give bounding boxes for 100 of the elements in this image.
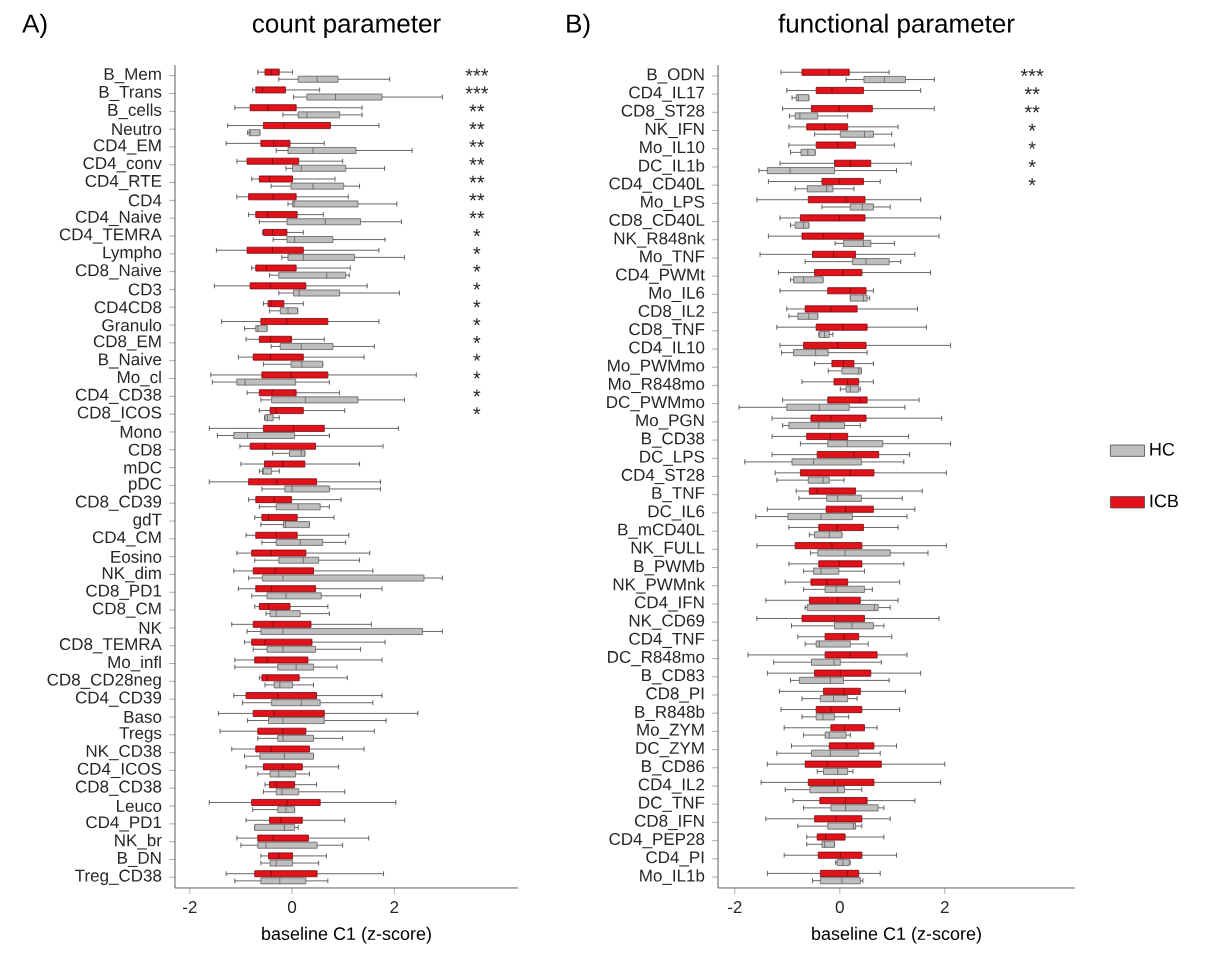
annotation: ** [1024, 105, 1040, 113]
y-tick-label: Mo_PWMmo [608, 359, 705, 375]
annotation: ** [469, 140, 485, 148]
y-tick-label: CD4_IL10 [629, 341, 705, 357]
y-tick-label: Mo_PGN [636, 414, 704, 430]
y-tick-label: B_Mem [104, 68, 161, 84]
x-tick-label: 2 [390, 901, 399, 913]
y-tick-label: Mo_ZYM [637, 723, 704, 739]
y-tick-label: CD4_CD38 [75, 388, 162, 404]
x-tick-label: -2 [728, 901, 742, 913]
y-tick-label: CD4_CD40L [609, 177, 705, 193]
x-tick-label: 2 [940, 901, 949, 913]
y-tick-label: Leuco [117, 800, 162, 812]
y-tick-label: B_R848b [635, 705, 705, 722]
y-tick-label: CD4_RTE [85, 174, 162, 191]
y-tick-label: Mo_TNF [640, 250, 705, 266]
y-tick-label: Mo_IL6 [649, 286, 705, 303]
y-tick-label: B_CD38 [642, 432, 705, 448]
annotation: ** [469, 104, 485, 112]
text: A) [22, 13, 47, 38]
y-tick-label: B_Naive [99, 352, 162, 369]
annotation: * [473, 229, 481, 237]
y-tick-label: CD8_PI [646, 687, 704, 703]
y-tick-label: NK_br [115, 833, 162, 850]
legend-label: ICB [1150, 494, 1178, 508]
annotation: * [473, 264, 481, 272]
y-tick-label: Mo_cl [117, 370, 161, 387]
x-tick-label: -2 [183, 901, 197, 913]
y-tick-label: Mo_IL1b [640, 869, 705, 885]
y-tick-label: CD4_PWMt [616, 268, 705, 284]
y-tick-label: Baso [124, 711, 162, 723]
annotation: ** [1024, 87, 1040, 95]
y-tick-label: CD4_Naive [75, 210, 162, 227]
annotation: * [473, 300, 481, 308]
y-tick-label: Tregs [119, 727, 162, 743]
y-tick-label: Lympho [103, 245, 162, 262]
y-tick-label: CD4_EM [93, 139, 161, 155]
y-tick-label: B_ODN [647, 68, 704, 84]
y-tick-label: CD8_ST28 [621, 104, 705, 120]
y-tick-label: CD4_IFN [634, 596, 704, 612]
annotation: * [473, 371, 481, 379]
chart-title: count parameter [252, 15, 441, 38]
x-tick-label: 0 [287, 901, 297, 914]
annotation: * [473, 353, 481, 361]
y-tick-label: B_Trans [99, 85, 162, 102]
y-tick-label: DC_ZYM [636, 741, 704, 758]
y-tick-label: CD8_Naive [75, 263, 162, 280]
y-tick-label: CD8_TNF [629, 323, 705, 339]
y-tick-label: NK_FULL [631, 541, 705, 557]
y-tick-label: Treg_CD38 [75, 869, 162, 885]
y-tick-label: CD8_CM [92, 602, 161, 618]
y-tick-label: Neutro [112, 123, 162, 136]
x-axis-title: baseline C1 (z-score) [262, 926, 431, 944]
y-tick-label: CD8_IL2 [638, 305, 705, 321]
y-tick-label: CD8_TEMRA [59, 638, 162, 654]
y-tick-label: DC_IL6 [648, 505, 705, 521]
y-tick-label: CD4_ICOS [77, 762, 162, 779]
y-tick-label: B_cells [108, 103, 162, 120]
y-tick-label: CD4_TNF [629, 632, 705, 648]
y-tick-label: pDC [129, 477, 162, 494]
annotation: * [1028, 160, 1036, 168]
legend-label: HC [1150, 442, 1175, 456]
annotation: ** [469, 122, 485, 130]
y-tick-label: Mo_infl [108, 655, 161, 672]
y-tick-label: CD4_CD39 [75, 691, 162, 707]
annotation: * [473, 282, 481, 290]
y-tick-label: DC_PWMmo [607, 396, 705, 412]
annotation: * [1028, 141, 1036, 149]
y-tick-label: CD8_IFN [634, 814, 704, 831]
y-tick-label: B_CD83 [642, 669, 705, 685]
x-axis-title: baseline C1 (z-score) [812, 926, 981, 944]
y-tick-label: NK_PWMnk [613, 577, 705, 594]
annotation: * [1028, 178, 1036, 186]
annotation: * [473, 335, 481, 344]
y-tick-label: NK_dim [102, 566, 161, 583]
y-tick-label: mDC [124, 461, 162, 474]
y-tick-label: CD4_PI [646, 851, 704, 867]
annotation: ** [469, 211, 485, 219]
y-tick-label: CD4_PEP28 [609, 833, 705, 849]
annotation: *** [1020, 69, 1044, 77]
annotation: * [473, 389, 481, 397]
annotation: ** [469, 193, 485, 201]
y-tick-label: Mo_LPS [641, 195, 705, 211]
y-tick-label: NK_IFN [645, 122, 704, 139]
text: B) [567, 13, 590, 38]
annotation: * [473, 407, 481, 415]
y-tick-label: B_TNF [652, 487, 705, 503]
y-tick-label: CD8_CD40L [609, 213, 705, 230]
chart-title: functional parameter [778, 13, 1015, 38]
y-tick-label: Eosino [111, 550, 162, 563]
annotation: * [1028, 123, 1036, 131]
y-tick-label: DC_TNF [639, 796, 705, 812]
y-tick-label: Mo_R848mo [608, 377, 705, 394]
annotation: *** [465, 86, 489, 94]
y-tick-label: CD8_ICOS [77, 406, 162, 422]
y-tick-label: CD4_IL17 [629, 86, 705, 102]
y-tick-label: CD8_CD28neg [47, 673, 161, 690]
y-tick-label: DC_IL1b [639, 159, 705, 175]
y-tick-label: gdT [133, 513, 162, 529]
annotation: * [473, 246, 481, 254]
